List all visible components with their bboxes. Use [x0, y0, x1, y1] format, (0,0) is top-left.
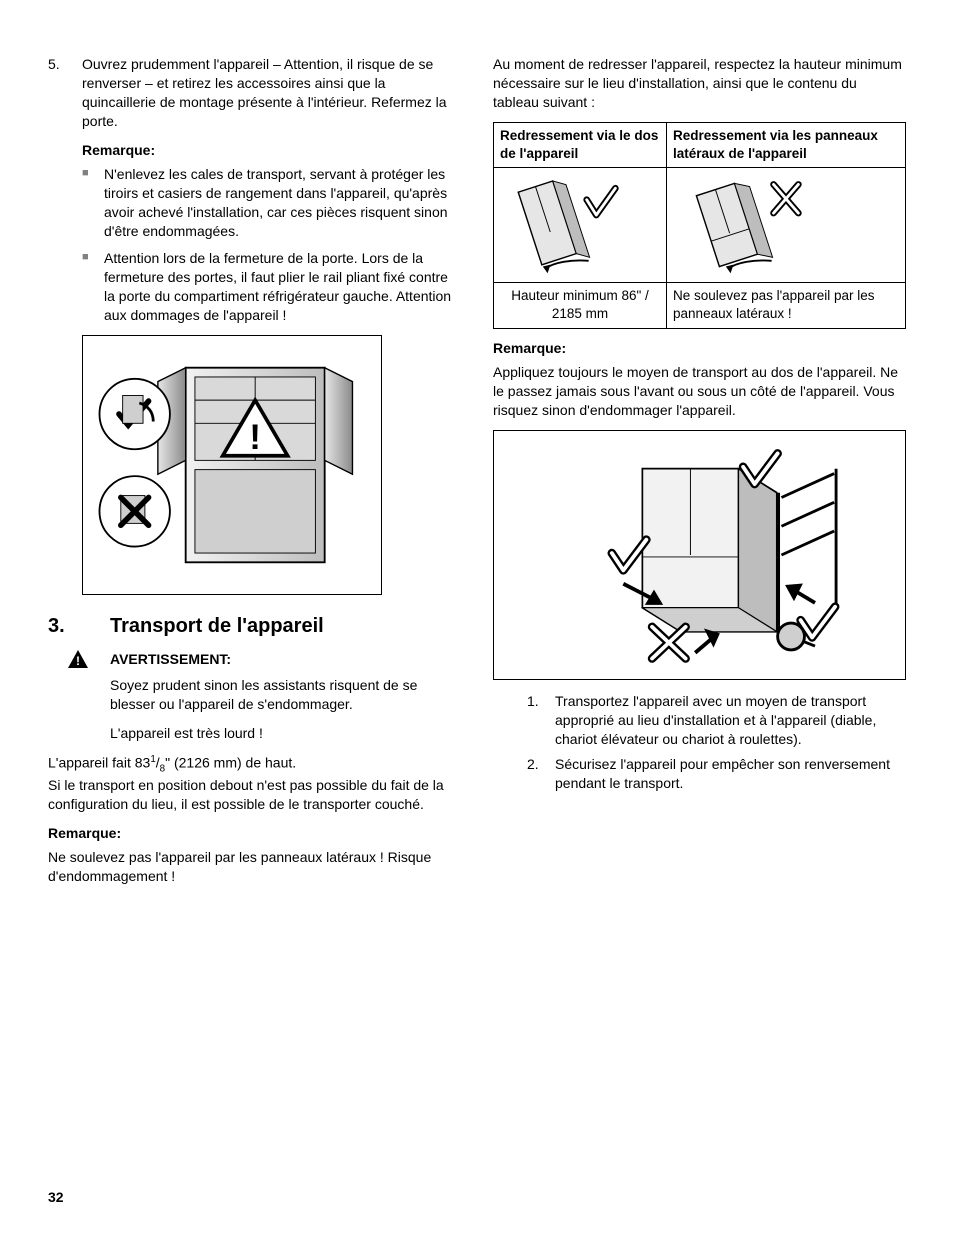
page-number: 32 [48, 1188, 64, 1207]
tilt-back-illustration [500, 173, 620, 278]
remarque-label-2: Remarque: [48, 824, 461, 843]
open-fridge-illustration: ! [93, 345, 371, 585]
transport-step-1: 1. Transportez l'appareil avec un moyen … [527, 692, 906, 749]
figure-transport [493, 430, 906, 680]
step-5-text: Ouvrez prudemment l'appareil – Attention… [82, 55, 461, 131]
table-img-cell-2 [667, 168, 906, 283]
section-3-number: 3. [48, 613, 110, 640]
transport-steps: 1. Transportez l'appareil avec un moyen … [493, 692, 906, 792]
tilt-side-illustration [673, 173, 813, 278]
avertissement-row: ! AVERTISSEMENT: [48, 650, 461, 669]
warning-icon: ! [68, 650, 110, 668]
table-img-cell-1 [494, 168, 667, 283]
svg-text:!: ! [76, 654, 80, 668]
step-text: Sécurisez l'appareil pour empêcher son r… [555, 755, 906, 793]
bullet-item: N'enlevez les cales de transport, servan… [82, 165, 461, 241]
height-pre: L'appareil fait 83 [48, 755, 150, 771]
step-5-number: 5. [48, 55, 82, 131]
section-3-title: Transport de l'appareil [110, 613, 324, 640]
table-header-1: Redressement via le dos de l'appareil [494, 122, 667, 167]
table-caption-1: Hauteur minimum 86" / 2185 mm [494, 283, 667, 328]
table-header-2: Redressement via les panneaux latéraux d… [667, 122, 906, 167]
right-intro: Au moment de redresser l'appareil, respe… [493, 55, 906, 112]
transport-paragraph: Si le transport en position debout n'est… [48, 777, 444, 812]
bullet-item: Attention lors de la fermeture de la por… [82, 249, 461, 325]
svg-text:!: ! [249, 418, 261, 457]
remarque-2-text: Ne soulevez pas l'appareil par les panne… [48, 848, 461, 886]
remarque-label-3: Remarque: [493, 339, 906, 358]
step-text: Transportez l'appareil avec un moyen de … [555, 692, 906, 749]
height-paragraph: L'appareil fait 831/8" (2126 mm) de haut… [48, 753, 461, 813]
remarque-bullets: N'enlevez les cales de transport, servan… [48, 165, 461, 324]
step-5: 5. Ouvrez prudemment l'appareil – Attent… [48, 55, 461, 131]
table-caption-2: Ne soulevez pas l'appareil par les panne… [667, 283, 906, 328]
transport-step-2: 2. Sécurisez l'appareil pour empêcher so… [527, 755, 906, 793]
figure-open-fridge: ! [82, 335, 382, 595]
avertissement-label: AVERTISSEMENT: [110, 650, 231, 669]
left-column: 5. Ouvrez prudemment l'appareil – Attent… [48, 55, 461, 896]
avert-paragraph-1: Soyez prudent sinon les assistants risqu… [48, 676, 461, 714]
right-column: Au moment de redresser l'appareil, respe… [493, 55, 906, 896]
transport-illustration [520, 440, 880, 670]
height-sup: 1 [150, 754, 155, 765]
step-number: 1. [527, 692, 555, 749]
section-3-heading: 3. Transport de l'appareil [48, 613, 461, 640]
redressement-table: Redressement via le dos de l'appareil Re… [493, 122, 906, 329]
avert-paragraph-2: L'appareil est très lourd ! [48, 724, 461, 743]
height-post: " (2126 mm) de haut. [165, 755, 296, 771]
step-number: 2. [527, 755, 555, 793]
remarque-label-1: Remarque: [48, 141, 461, 160]
remarque-3-text: Appliquez toujours le moyen de transport… [493, 363, 906, 420]
